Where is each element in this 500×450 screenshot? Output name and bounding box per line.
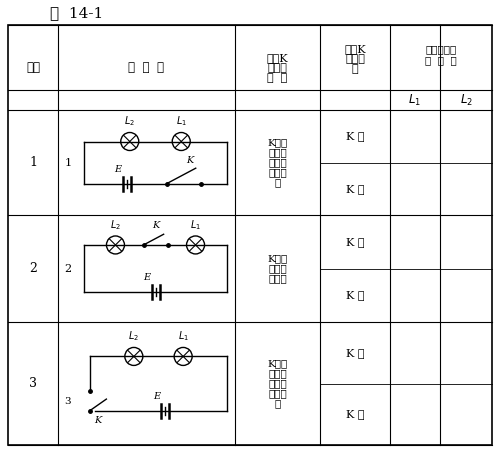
- Text: K接在: K接在: [268, 138, 287, 147]
- Text: K 断: K 断: [346, 184, 364, 194]
- Text: 情况: 情况: [26, 61, 40, 74]
- Text: K 断: K 断: [346, 290, 364, 300]
- Text: $L_1$: $L_1$: [190, 218, 201, 232]
- Text: 开关K: 开关K: [344, 45, 366, 54]
- Text: 两小灯: 两小灯: [268, 264, 287, 273]
- Text: 2: 2: [29, 262, 37, 275]
- Text: 电源正: 电源正: [268, 148, 287, 157]
- Text: K: K: [94, 415, 101, 424]
- Text: 电  路  图: 电 路 图: [128, 61, 164, 74]
- Text: $L_2$: $L_2$: [124, 115, 135, 129]
- Text: $L_2$: $L_2$: [110, 218, 121, 232]
- Text: K 通: K 通: [346, 237, 364, 247]
- Text: 间: 间: [274, 178, 280, 187]
- Text: 况: 况: [352, 64, 358, 75]
- Text: 3: 3: [29, 377, 37, 390]
- Text: 暗  记  录: 暗 记 录: [425, 56, 457, 65]
- Text: K接在: K接在: [268, 359, 287, 368]
- Text: K: K: [152, 221, 159, 230]
- Text: 灯泡之: 灯泡之: [268, 168, 287, 177]
- Text: 1: 1: [64, 158, 71, 167]
- Text: 间: 间: [274, 399, 280, 408]
- Text: 2: 2: [64, 264, 71, 274]
- Text: $L_2$: $L_2$: [460, 92, 472, 108]
- Text: $L_1$: $L_1$: [178, 330, 188, 343]
- Text: 串接的: 串接的: [268, 63, 287, 73]
- Text: K 断: K 断: [346, 409, 364, 419]
- Text: 泡之间: 泡之间: [268, 274, 287, 283]
- Text: $L_1$: $L_1$: [408, 92, 422, 108]
- Text: 1: 1: [29, 156, 37, 169]
- Text: K接在: K接在: [268, 254, 287, 263]
- Text: 电源负: 电源负: [268, 369, 287, 378]
- Text: E: E: [143, 273, 150, 282]
- Text: $L_2$: $L_2$: [128, 330, 140, 343]
- Text: 位  置: 位 置: [268, 73, 287, 84]
- Text: 极和小: 极和小: [268, 379, 287, 388]
- Text: 灯泡之: 灯泡之: [268, 389, 287, 398]
- Text: 极和小: 极和小: [268, 158, 287, 167]
- Text: K: K: [186, 156, 194, 165]
- Text: E: E: [153, 392, 160, 400]
- Text: 表  14-1: 表 14-1: [50, 6, 104, 20]
- Text: K 通: K 通: [346, 131, 364, 141]
- Text: $L_1$: $L_1$: [176, 115, 187, 129]
- Text: 通断情: 通断情: [345, 54, 365, 64]
- Text: E: E: [114, 165, 121, 174]
- Text: 3: 3: [64, 396, 71, 405]
- Text: 小灯泡的亮: 小灯泡的亮: [426, 45, 456, 54]
- Text: 开关K: 开关K: [266, 54, 288, 63]
- Text: K 通: K 通: [346, 348, 364, 358]
